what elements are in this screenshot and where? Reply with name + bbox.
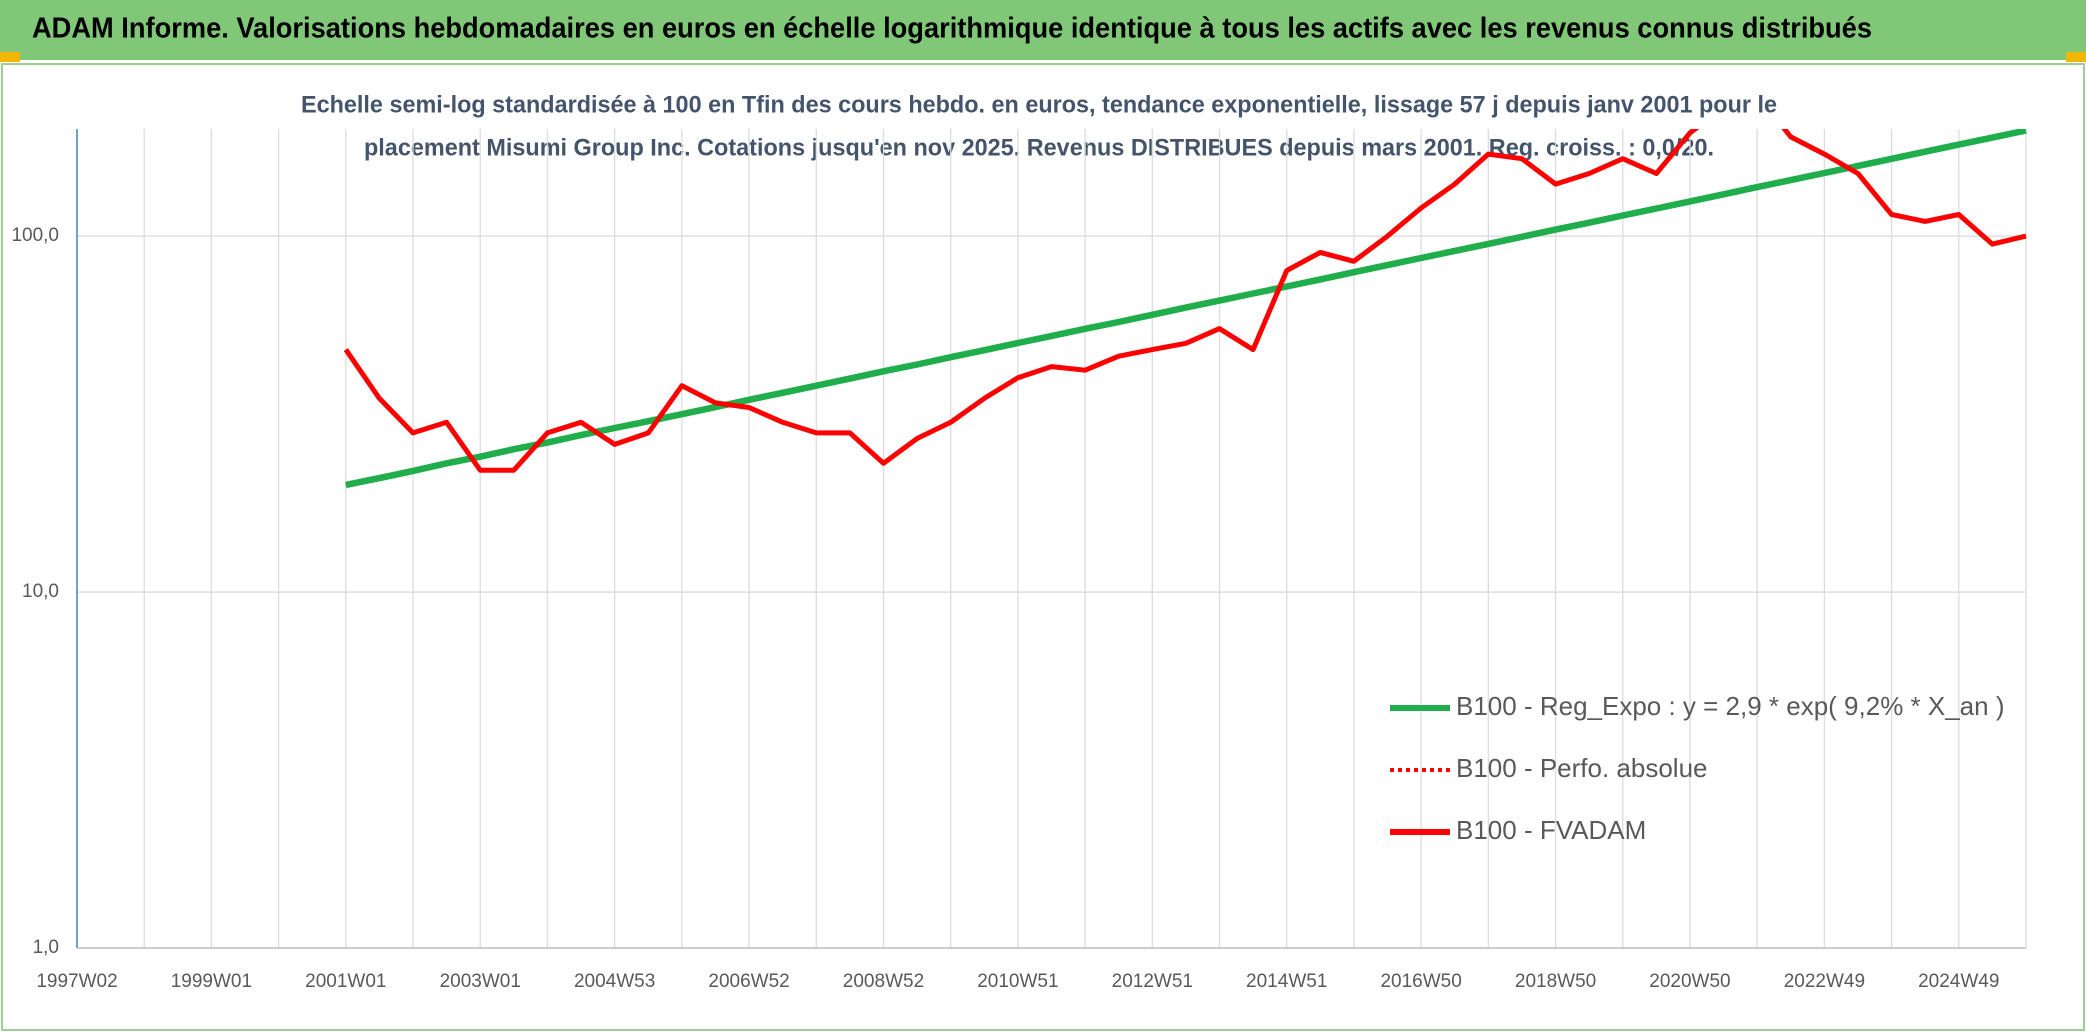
header-title: ADAM Informe. Valorisations hebdomadaire…	[32, 13, 1872, 45]
corner-mark	[2066, 52, 2086, 62]
x-tick-label: 2010W51	[977, 971, 1058, 992]
x-tick-label: 2012W51	[1112, 971, 1193, 992]
x-tick-label: 2024W49	[1918, 971, 1999, 992]
x-tick-label: 2003W01	[440, 971, 521, 992]
corner-mark	[0, 52, 20, 62]
series-line	[345, 129, 2027, 489]
x-tick-label: 2022W49	[1784, 971, 1865, 992]
x-tick-label: 1997W02	[36, 971, 117, 992]
chart-subtitle: Echelle semi-log standardisée à 100 en T…	[301, 91, 1777, 118]
x-tick-label: 2001W01	[305, 971, 386, 992]
legend-label: B100 - Reg_Expo : y = 2,9 * exp( 9,2% * …	[1456, 691, 2005, 721]
chart-area	[1, 63, 2085, 1031]
legend-label: B100 - FVADAM	[1456, 815, 1646, 845]
x-tick-label: 2006W52	[708, 971, 789, 992]
grid: 1997W02 1999W01 2001W01 2003W01 2004W53 2006W…	[11, 129, 2027, 992]
header-bar	[0, 0, 2086, 60]
plot	[343, 129, 2027, 489]
x-tick-label: 2020W50	[1649, 971, 1730, 992]
legend: B100 - Reg_Expo : y = 2,9 * exp( 9,2% * …	[1390, 691, 2005, 845]
x-tick-label: 2008W52	[843, 971, 924, 992]
x-tick-label: 1999W01	[171, 971, 252, 992]
x-tick-label: 2014W51	[1246, 971, 1327, 992]
legend-label: B100 - Perfo. absolue	[1456, 753, 1708, 783]
y-tick-label: 1,0	[33, 937, 59, 958]
series-line	[343, 129, 2027, 473]
x-tick-label: 2016W50	[1380, 971, 1461, 992]
x-tick-label: 2004W53	[574, 971, 655, 992]
y-tick-label: 100,0	[11, 225, 59, 246]
x-tick-label: 2018W50	[1515, 971, 1596, 992]
y-tick-label: 10,0	[22, 581, 59, 602]
chart-subtitle: placement Misumi Group Inc. Cotations ju…	[364, 134, 1714, 161]
